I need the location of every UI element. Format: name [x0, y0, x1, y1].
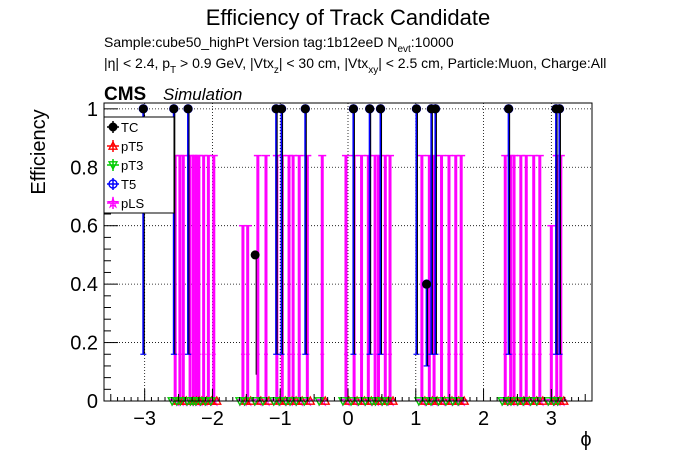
- y-axis-label: Efficiency: [28, 109, 50, 194]
- legend-marker: [108, 179, 118, 189]
- legend-label: pLS: [121, 196, 144, 211]
- axes: −3 −2 −1 0 1 2 3 0 0.2 0.4 0.6 0.8 1: [70, 99, 586, 430]
- tc-marker: [250, 250, 260, 260]
- legend-marker: [107, 161, 119, 171]
- data-layer: [138, 104, 569, 407]
- tc-marker: [504, 104, 514, 114]
- tc-marker: [300, 104, 310, 114]
- tc-marker: [183, 104, 193, 114]
- y-tick-label: 1: [87, 99, 98, 121]
- legend-label: T5: [121, 177, 136, 192]
- x-tick-label: 1: [410, 408, 421, 430]
- chart-info-line-2: |η| < 2.4, pT > 0.9 GeV, |Vtxz| < 30 cm,…: [104, 55, 606, 76]
- y-tick-label: 0.6: [70, 216, 98, 238]
- x-tick-label: −1: [269, 408, 292, 430]
- chart-info-line-1: Sample:cube50_highPt Version tag:1b12eeD…: [104, 34, 454, 55]
- x-tick-label: −3: [133, 408, 156, 430]
- cms-label: CMS: [104, 84, 146, 105]
- x-axis-label: ϕ: [580, 429, 591, 451]
- x-tick-label: 3: [546, 408, 557, 430]
- legend-label: TC: [121, 120, 138, 135]
- plot-frame: [103, 102, 593, 402]
- legend-marker: [108, 122, 118, 132]
- grid-lines: [104, 103, 592, 402]
- tc-marker: [138, 104, 148, 114]
- x-tick-label: 0: [342, 408, 353, 430]
- x-tick-label: 2: [478, 408, 489, 430]
- tc-marker: [348, 104, 358, 114]
- legend-marker: [106, 196, 120, 209]
- simulation-label: Simulation: [163, 85, 242, 104]
- tc-marker: [411, 104, 421, 114]
- y-tick-label: 0: [87, 391, 98, 413]
- y-tick-label: 0.2: [70, 333, 98, 355]
- tc-marker: [376, 104, 386, 114]
- y-tick-label: 0.8: [70, 157, 98, 179]
- x-tick-label: −2: [201, 408, 224, 430]
- tc-marker: [277, 104, 287, 114]
- legend-label: pT5: [121, 139, 143, 154]
- y-tick-label: 0.4: [70, 274, 98, 296]
- tc-marker: [169, 104, 179, 114]
- tc-marker: [554, 104, 564, 114]
- chart-title: Efficiency of Track Candidate: [206, 5, 491, 30]
- tc-marker: [365, 104, 375, 114]
- tc-marker: [430, 104, 440, 114]
- legend-marker: [107, 140, 119, 150]
- legend: TC pT5 pT3 T5 pLS: [103, 116, 175, 214]
- tc-marker: [422, 279, 432, 289]
- legend-label: pT3: [121, 158, 143, 173]
